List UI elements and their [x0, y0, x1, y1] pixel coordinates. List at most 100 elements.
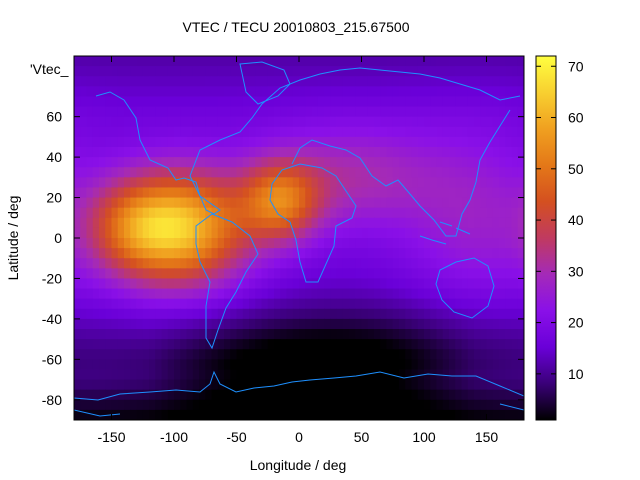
heatmap-cell — [417, 389, 425, 401]
heatmap-cell — [499, 268, 506, 280]
heatmap-cell — [305, 217, 313, 229]
heatmap-cell — [99, 157, 106, 168]
heatmap-cell — [74, 349, 81, 360]
heatmap-cell — [430, 136, 438, 148]
heatmap-cell — [167, 278, 175, 290]
heatmap-cell — [130, 207, 138, 219]
heatmap-cell — [455, 359, 463, 371]
heatmap-cell — [236, 359, 244, 371]
heatmap-cell — [355, 66, 363, 77]
heatmap-cell — [324, 409, 331, 420]
heatmap-cell — [174, 409, 181, 420]
heatmap-cell — [180, 268, 188, 280]
heatmap-cell — [330, 187, 338, 199]
heatmap-cell — [267, 308, 275, 320]
heatmap-cell — [317, 86, 325, 98]
heatmap-cell — [261, 207, 269, 219]
heatmap-cell — [255, 187, 263, 199]
heatmap-cell — [155, 167, 163, 178]
heatmap-cell — [142, 116, 150, 128]
heatmap-cell — [117, 177, 125, 189]
heatmap-cell — [292, 207, 300, 219]
coastline-overlay — [74, 61, 524, 417]
heatmap-cell — [249, 197, 256, 209]
heatmap-cell — [480, 369, 488, 381]
heatmap-cell — [392, 217, 400, 229]
heatmap-cell — [449, 369, 456, 381]
heatmap-cell — [461, 248, 469, 259]
heatmap-cell — [299, 389, 306, 401]
heatmap-cell — [380, 329, 388, 340]
heatmap-cell — [74, 56, 81, 67]
heatmap-cell — [136, 349, 144, 360]
heatmap-cell — [474, 248, 481, 259]
heatmap-cell — [305, 197, 313, 209]
heatmap-cell — [405, 349, 413, 360]
heatmap-cell — [349, 288, 356, 300]
heatmap-cell — [230, 106, 238, 118]
heatmap-cell — [111, 136, 119, 148]
heatmap-cell — [192, 379, 200, 391]
heatmap-cell — [330, 227, 338, 239]
heatmap-cell — [511, 56, 519, 67]
heatmap-cell — [242, 379, 250, 391]
heatmap-cell — [249, 167, 256, 178]
heatmap-cell — [405, 298, 413, 310]
heatmap-cell — [311, 147, 319, 158]
heatmap-cell — [411, 268, 419, 280]
heatmap-cell — [386, 349, 394, 360]
heatmap-cell — [205, 329, 213, 340]
heatmap-cell — [99, 379, 106, 391]
heatmap-cell — [249, 66, 256, 77]
heatmap-cell — [217, 359, 225, 371]
heatmap-cell — [374, 56, 381, 67]
heatmap-cell — [180, 76, 188, 87]
heatmap-cell — [311, 379, 319, 391]
heatmap-cell — [74, 86, 81, 98]
heatmap-cell — [467, 308, 475, 320]
heatmap-cell — [124, 288, 131, 300]
heatmap-cell — [436, 157, 444, 168]
heatmap-cell — [511, 126, 519, 138]
heatmap-cell — [411, 399, 419, 411]
heatmap-cell — [280, 157, 288, 168]
heatmap-cell — [480, 238, 488, 249]
heatmap-cell — [324, 106, 331, 118]
heatmap-cell — [399, 76, 406, 87]
heatmap-cell — [411, 197, 419, 209]
heatmap-cell — [449, 288, 456, 300]
heatmap-cell — [274, 258, 281, 269]
heatmap-cell — [124, 369, 131, 381]
heatmap-cell — [424, 157, 431, 168]
heatmap-cell — [336, 116, 344, 128]
heatmap-cell — [255, 308, 263, 320]
heatmap-cell — [405, 76, 413, 87]
heatmap-cell — [336, 227, 344, 239]
heatmap-cell — [236, 217, 244, 229]
heatmap-cell — [386, 126, 394, 138]
heatmap-cell — [517, 288, 524, 300]
heatmap-cell — [380, 359, 388, 371]
heatmap-cell — [261, 359, 269, 371]
heatmap-cell — [249, 187, 256, 199]
heatmap-cell — [142, 248, 150, 259]
heatmap-cell — [92, 399, 100, 411]
heatmap-cell — [392, 318, 400, 330]
heatmap-cell — [186, 217, 194, 229]
heatmap-cell — [242, 157, 250, 168]
heatmap-cell — [317, 217, 325, 229]
heatmap-cell — [224, 409, 231, 420]
heatmap-cell — [280, 298, 288, 310]
heatmap-cell — [442, 238, 450, 249]
heatmap-cell — [299, 167, 306, 178]
heatmap-cell — [99, 248, 106, 259]
heatmap-cell — [367, 187, 375, 199]
colorbar — [535, 55, 557, 421]
heatmap-cell — [380, 248, 388, 259]
heatmap-cell — [74, 308, 81, 320]
heatmap-cell — [336, 147, 344, 158]
heatmap-cell — [386, 227, 394, 239]
heatmap-cell — [324, 56, 331, 67]
heatmap-cell — [355, 56, 363, 67]
heatmap-cell — [130, 76, 138, 87]
